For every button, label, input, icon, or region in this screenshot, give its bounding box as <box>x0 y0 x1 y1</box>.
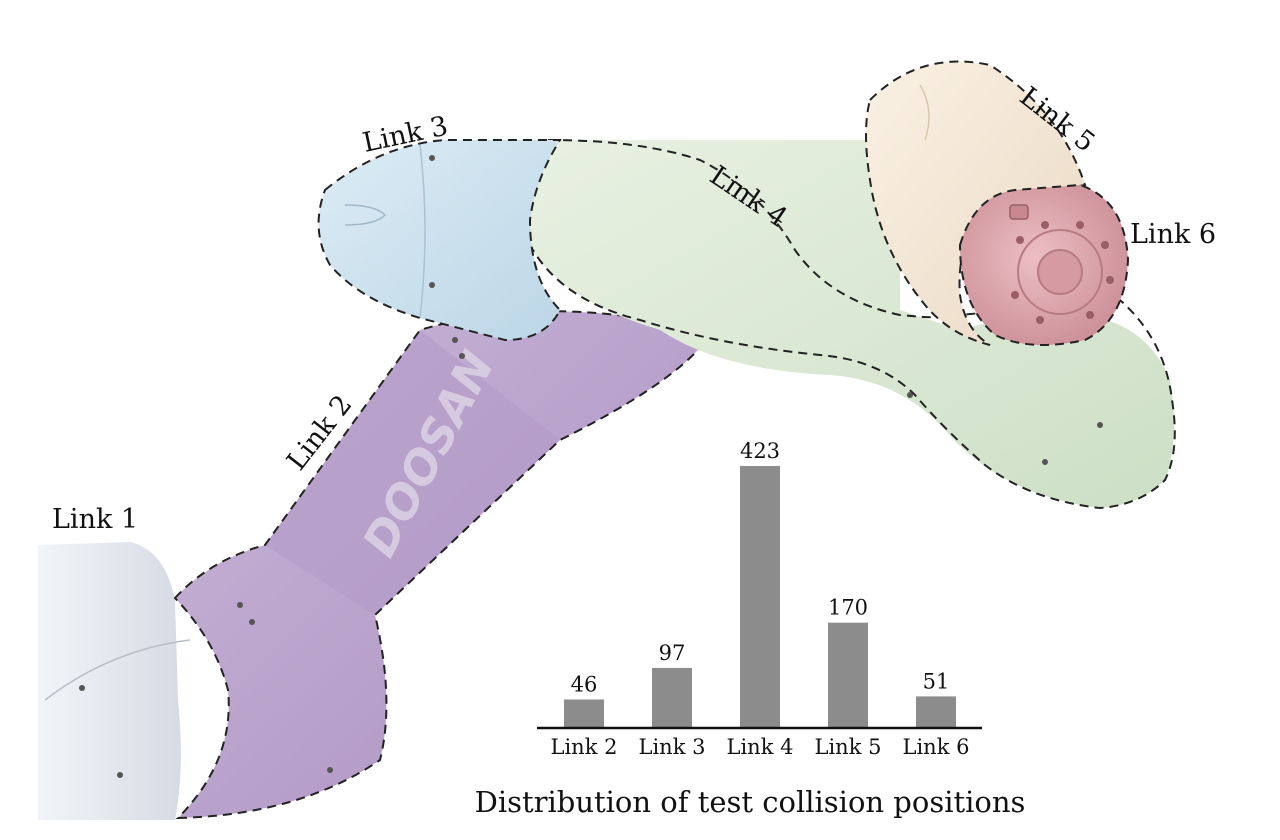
bar-value-label: 170 <box>828 596 868 620</box>
bar-value-label: 423 <box>740 439 780 463</box>
link-6-label: Link 6 <box>1130 219 1216 250</box>
link-6-body <box>958 183 1130 346</box>
x-tick-label: Link 4 <box>727 735 794 759</box>
collision-distribution-chart: 46 Link 2 97 Link 3 423 Link 4 170 Link 5 51 Link… <box>475 439 1026 819</box>
link-5-body <box>865 60 1087 346</box>
x-tick-label: Link 5 <box>815 735 882 759</box>
link-2-body: DOOSAN <box>173 310 712 820</box>
x-tick-label: Link 3 <box>639 735 706 759</box>
link-1-body <box>38 542 191 820</box>
x-tick-label: Link 6 <box>903 735 970 759</box>
bar-link-3 <box>652 667 692 728</box>
bar-link-5 <box>828 622 868 728</box>
bar-value-label: 51 <box>923 669 950 693</box>
chart-title: Distribution of test collision positions <box>475 785 1026 819</box>
x-tick-label: Link 2 <box>551 735 618 759</box>
bar-value-label: 97 <box>659 641 686 665</box>
bar-link-2 <box>564 699 604 728</box>
link-4-body <box>528 138 1176 510</box>
bar-link-4 <box>740 466 780 728</box>
link-3-body <box>317 139 562 342</box>
link-1-label: Link 1 <box>52 504 138 535</box>
bar-value-label: 46 <box>571 673 598 697</box>
bar-link-6 <box>916 696 956 728</box>
